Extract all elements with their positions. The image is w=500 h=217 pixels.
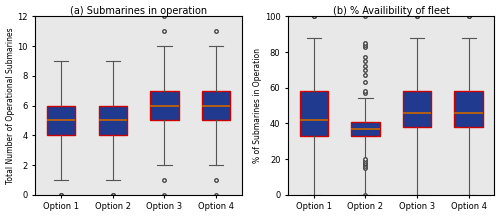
PathPatch shape — [150, 91, 178, 120]
PathPatch shape — [98, 105, 127, 135]
PathPatch shape — [47, 105, 76, 135]
Y-axis label: % of Submarines in Operation: % of Submarines in Operation — [253, 48, 262, 163]
Y-axis label: Total Number of Operational Submarines: Total Number of Operational Submarines — [6, 27, 15, 184]
PathPatch shape — [352, 122, 380, 136]
PathPatch shape — [454, 91, 483, 127]
Title: (b) % Availibility of fleet: (b) % Availibility of fleet — [333, 6, 450, 16]
Title: (a) Submarines in operation: (a) Submarines in operation — [70, 6, 207, 16]
PathPatch shape — [202, 91, 230, 120]
PathPatch shape — [403, 91, 432, 127]
PathPatch shape — [300, 91, 328, 136]
